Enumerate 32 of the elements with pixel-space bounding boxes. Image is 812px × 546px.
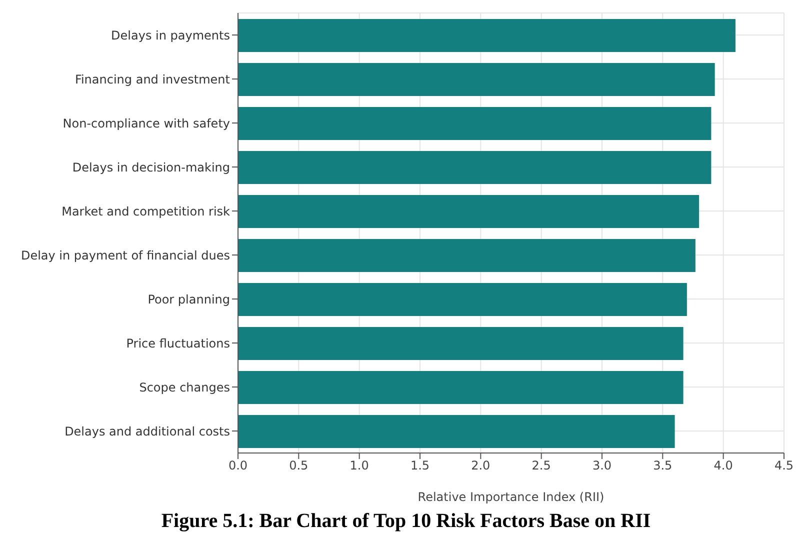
x-tick-label: 3.5 — [653, 458, 672, 473]
bar — [238, 239, 696, 272]
bar — [238, 283, 687, 316]
x-tick-label: 0.5 — [289, 458, 308, 473]
y-tick-label: Poor planning — [148, 292, 230, 306]
bar — [238, 327, 684, 360]
bar — [238, 63, 715, 96]
y-tick-label: Delays in decision-making — [72, 160, 230, 174]
y-tick-label: Delays and additional costs — [64, 424, 230, 438]
x-tick-label: 3.0 — [592, 458, 612, 473]
x-tick-label: 2.0 — [471, 458, 490, 473]
x-tick-label: 4.5 — [774, 458, 794, 473]
bar — [238, 195, 700, 228]
y-tick-label: Scope changes — [139, 380, 230, 394]
bar — [238, 151, 712, 184]
x-axis-title: Relative Importance Index (RII) — [418, 490, 604, 504]
text: Figure 5.1: Bar Chart of Top 10 Risk Factors Base on RII — [160, 510, 652, 533]
x-tick-label: 1.5 — [410, 458, 430, 473]
bar — [238, 107, 712, 140]
bar — [238, 19, 736, 52]
bar — [238, 371, 684, 404]
y-tick-label: Price fluctuations — [126, 336, 230, 350]
bar — [238, 415, 675, 448]
y-tick-label: Delay in payment of financial dues — [20, 248, 230, 262]
x-tick-label: 2.5 — [532, 458, 551, 473]
x-tick-label: 0.0 — [228, 458, 248, 473]
y-tick-label: Market and competition risk — [62, 204, 230, 218]
y-tick-label: Financing and investment — [74, 72, 230, 86]
y-tick-label: Non-compliance with safety — [62, 116, 230, 130]
y-tick-label: Delays in payments — [111, 28, 230, 42]
x-tick-label: 1.0 — [350, 458, 369, 473]
x-tick-label: 4.0 — [714, 458, 733, 473]
